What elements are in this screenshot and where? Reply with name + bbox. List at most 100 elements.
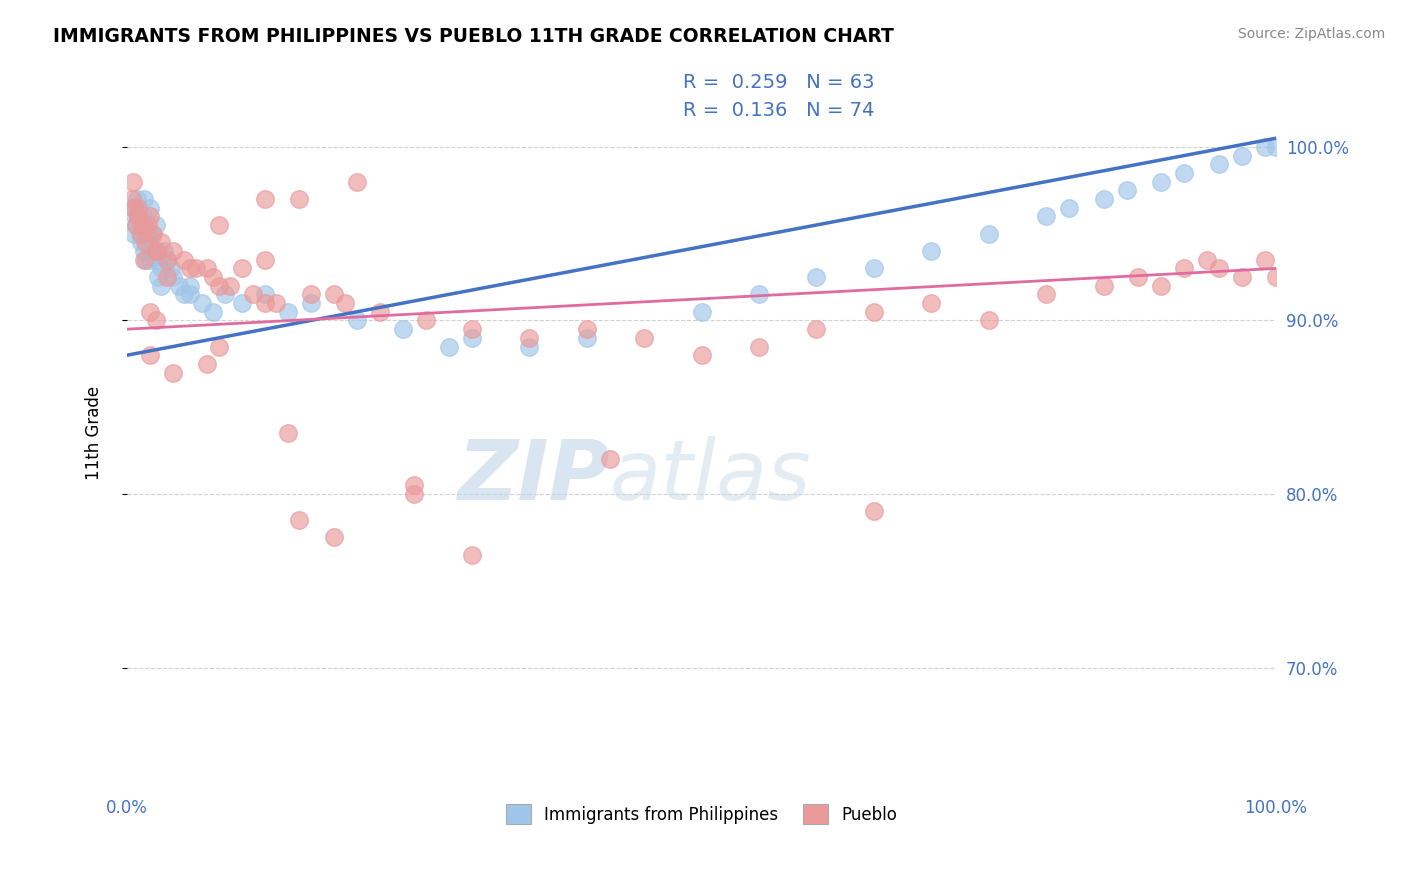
Point bbox=[977, 227, 1000, 241]
Point bbox=[152, 244, 174, 258]
Point bbox=[404, 487, 426, 501]
Point bbox=[150, 235, 173, 250]
Point bbox=[162, 270, 184, 285]
Point bbox=[690, 305, 713, 319]
Point bbox=[415, 313, 437, 327]
Point bbox=[138, 235, 160, 250]
Point bbox=[690, 348, 713, 362]
Point bbox=[184, 261, 207, 276]
Point bbox=[145, 218, 167, 232]
Point bbox=[1173, 261, 1195, 276]
Point bbox=[253, 296, 276, 310]
Point bbox=[1035, 210, 1057, 224]
Point bbox=[460, 322, 482, 336]
Point bbox=[1265, 140, 1288, 154]
Point bbox=[146, 270, 169, 285]
Point bbox=[208, 339, 231, 353]
Point bbox=[129, 235, 152, 250]
Point bbox=[150, 278, 173, 293]
Legend: Immigrants from Philippines, Pueblo: Immigrants from Philippines, Pueblo bbox=[496, 794, 907, 834]
Point bbox=[139, 305, 162, 319]
Point bbox=[277, 305, 299, 319]
Point bbox=[179, 261, 201, 276]
Point bbox=[145, 313, 167, 327]
Point bbox=[132, 210, 155, 224]
Point bbox=[1253, 252, 1275, 267]
Point bbox=[1057, 201, 1080, 215]
Text: atlas: atlas bbox=[610, 435, 811, 516]
Point bbox=[134, 227, 156, 241]
Point bbox=[142, 227, 165, 241]
Point bbox=[179, 278, 201, 293]
Point bbox=[517, 331, 540, 345]
Point bbox=[127, 210, 149, 224]
Point bbox=[863, 261, 886, 276]
Point bbox=[150, 261, 173, 276]
Point bbox=[977, 313, 1000, 327]
Point bbox=[136, 227, 159, 241]
Point bbox=[1253, 140, 1275, 154]
Point bbox=[1150, 175, 1173, 189]
Point bbox=[253, 287, 276, 301]
Point bbox=[346, 175, 368, 189]
Point bbox=[288, 192, 311, 206]
Point bbox=[748, 287, 770, 301]
Point bbox=[288, 513, 311, 527]
Y-axis label: 11th Grade: 11th Grade bbox=[86, 386, 103, 481]
Point bbox=[1265, 270, 1288, 285]
Point bbox=[179, 287, 201, 301]
Point bbox=[231, 261, 253, 276]
Point bbox=[920, 244, 942, 258]
Point bbox=[135, 252, 157, 267]
Point bbox=[404, 478, 426, 492]
Point bbox=[806, 322, 828, 336]
Point bbox=[1150, 278, 1173, 293]
Point bbox=[125, 218, 148, 232]
Point bbox=[219, 278, 242, 293]
Point bbox=[139, 348, 162, 362]
Point bbox=[208, 218, 231, 232]
Point bbox=[122, 227, 145, 241]
Text: IMMIGRANTS FROM PHILIPPINES VS PUEBLO 11TH GRADE CORRELATION CHART: IMMIGRANTS FROM PHILIPPINES VS PUEBLO 11… bbox=[53, 27, 894, 45]
Point bbox=[162, 366, 184, 380]
Point bbox=[1197, 252, 1219, 267]
Point bbox=[173, 287, 195, 301]
Point bbox=[748, 339, 770, 353]
Text: Source: ZipAtlas.com: Source: ZipAtlas.com bbox=[1237, 27, 1385, 41]
Point bbox=[145, 244, 167, 258]
Point bbox=[1128, 270, 1150, 285]
Point bbox=[1208, 261, 1230, 276]
Point bbox=[134, 244, 156, 258]
Point bbox=[806, 270, 828, 285]
Point bbox=[322, 531, 344, 545]
Point bbox=[253, 192, 276, 206]
Point bbox=[131, 218, 153, 232]
Point bbox=[299, 287, 322, 301]
Point bbox=[195, 357, 218, 371]
Point bbox=[146, 244, 169, 258]
Point bbox=[277, 426, 299, 441]
Point bbox=[159, 261, 181, 276]
Point bbox=[142, 244, 165, 258]
Point bbox=[599, 452, 621, 467]
Point bbox=[127, 192, 149, 206]
Point bbox=[208, 278, 231, 293]
Point bbox=[167, 278, 190, 293]
Point bbox=[920, 296, 942, 310]
Point bbox=[391, 322, 413, 336]
Point bbox=[141, 227, 163, 241]
Point bbox=[162, 244, 184, 258]
Point bbox=[132, 218, 155, 232]
Point bbox=[1208, 157, 1230, 171]
Point bbox=[517, 339, 540, 353]
Point bbox=[195, 261, 218, 276]
Point bbox=[124, 210, 146, 224]
Point bbox=[139, 244, 162, 258]
Point bbox=[368, 305, 391, 319]
Point bbox=[127, 201, 149, 215]
Point bbox=[134, 192, 156, 206]
Point bbox=[437, 339, 460, 353]
Point bbox=[173, 252, 195, 267]
Point bbox=[242, 287, 264, 301]
Text: R =  0.136   N = 74: R = 0.136 N = 74 bbox=[683, 101, 875, 120]
